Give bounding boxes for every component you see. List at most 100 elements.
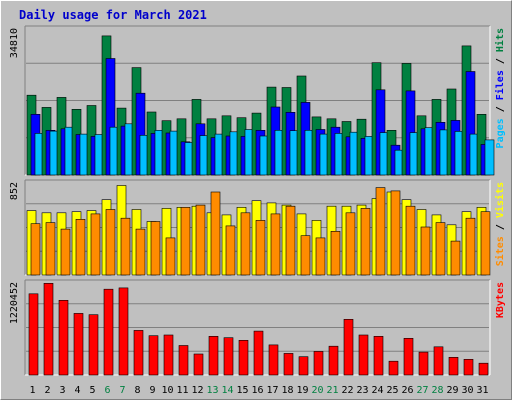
legend-label: Pages (495, 118, 506, 148)
bar-kbytes-day-16 (253, 330, 264, 376)
x-tick-label-day-7: 7 (119, 385, 125, 396)
x-tick-label-day-27: 27 (416, 385, 428, 396)
x-tick-label-day-19: 19 (296, 385, 308, 396)
legend-label: KBytes (495, 282, 506, 318)
bar-kbytes-day-8 (133, 330, 144, 376)
x-tick-label-day-16: 16 (251, 385, 263, 396)
bar-sites-day-22 (345, 212, 356, 276)
bar-sites-day-21 (330, 231, 341, 276)
bar-sites-day-8 (135, 228, 146, 276)
bar-sites-day-10 (165, 237, 176, 276)
x-tick-label-day-2: 2 (44, 385, 50, 396)
bar-kbytes-day-17 (268, 344, 279, 376)
bar-kbytes-day-24 (373, 335, 384, 376)
x-tick-label-day-20: 20 (311, 385, 323, 396)
bar-kbytes-day-22 (343, 318, 354, 376)
bar-sites-day-31 (480, 211, 491, 276)
legend-label: / (495, 218, 506, 236)
x-tick-label-day-31: 31 (476, 385, 488, 396)
x-tick-label-day-15: 15 (236, 385, 248, 396)
bar-kbytes-day-19 (298, 356, 309, 376)
bar-sites-day-26 (405, 205, 416, 276)
bar-sites-day-20 (315, 237, 326, 276)
bar-sites-day-30 (465, 217, 476, 276)
bar-kbytes-day-29 (448, 356, 459, 376)
legend-traffic: Pages / Files / Hits (494, 28, 506, 148)
bar-kbytes-day-20 (313, 351, 324, 376)
bar-kbytes-day-26 (403, 337, 414, 376)
bar-sites-day-18 (285, 205, 296, 276)
x-tick-label-day-25: 25 (386, 385, 398, 396)
bar-kbytes-day-25 (388, 360, 399, 376)
x-tick-label-day-1: 1 (29, 385, 35, 396)
bar-sites-day-23 (360, 208, 371, 276)
bar-sites-day-24 (375, 187, 386, 276)
bar-sites-day-15 (240, 212, 251, 276)
bar-sites-day-27 (420, 226, 431, 276)
bar-pages-day-31 (484, 139, 495, 176)
bar-kbytes-day-30 (463, 358, 474, 376)
bar-kbytes-day-5 (88, 314, 99, 376)
x-tick-label-day-26: 26 (401, 385, 413, 396)
bar-kbytes-day-6 (103, 288, 114, 376)
bar-kbytes-day-10 (163, 334, 174, 376)
axis-max-label: 1220452 (9, 282, 20, 324)
x-tick-label-day-24: 24 (371, 385, 383, 396)
bar-kbytes-day-14 (223, 337, 234, 376)
bar-sites-day-12 (195, 204, 206, 276)
legend-label: / (495, 52, 506, 70)
x-tick-label-day-18: 18 (281, 385, 293, 396)
legend-visits: Sites / Visits (494, 182, 506, 266)
x-tick-label-day-17: 17 (266, 385, 278, 396)
x-tick-label-day-3: 3 (59, 385, 65, 396)
bar-kbytes-day-15 (238, 339, 249, 376)
axis-max-label: 852 (9, 182, 20, 200)
bar-sites-day-1 (30, 223, 41, 276)
bar-kbytes-day-9 (148, 335, 159, 376)
x-tick-label-day-21: 21 (326, 385, 338, 396)
bar-kbytes-day-13 (208, 335, 219, 376)
panel-visits: 852 Sites / Visits (9, 179, 506, 276)
bar-kbytes-day-1 (28, 293, 39, 376)
bar-kbytes-day-12 (193, 353, 204, 376)
legend-label: / (495, 100, 506, 118)
bar-kbytes-day-18 (283, 353, 294, 376)
bar-sites-day-25 (390, 190, 401, 276)
bar-sites-day-4 (75, 219, 86, 276)
legend-label: Sites (494, 236, 506, 266)
x-tick-label-day-30: 30 (461, 385, 473, 396)
bar-sites-day-9 (150, 221, 161, 276)
bar-kbytes-day-3 (58, 299, 69, 376)
chart-title: Daily usage for March 2021 (19, 8, 207, 22)
x-tick-label-day-28: 28 (431, 385, 443, 396)
bar-kbytes-day-11 (178, 345, 189, 376)
legend-label: Hits (494, 28, 506, 52)
bar-sites-day-7 (120, 217, 131, 276)
x-tick-label-day-23: 23 (356, 385, 368, 396)
x-tick-label-day-12: 12 (191, 385, 203, 396)
bar-kbytes-day-28 (433, 346, 444, 376)
bar-kbytes-day-2 (43, 282, 54, 376)
bar-sites-day-19 (300, 235, 311, 276)
x-tick-label-day-13: 13 (206, 385, 218, 396)
bar-sites-day-5 (90, 213, 101, 276)
panel-traffic: 34810 Pages / Files / Hits (9, 25, 506, 176)
bar-sites-day-16 (255, 220, 266, 276)
axis-max-label: 34810 (9, 28, 20, 58)
bar-sites-day-28 (435, 222, 446, 276)
bar-kbytes-day-27 (418, 351, 429, 376)
x-tick-label-day-11: 11 (176, 385, 188, 396)
x-tick-label-day-22: 22 (341, 385, 353, 396)
bar-sites-day-14 (225, 225, 236, 276)
legend-label: Files (494, 70, 506, 100)
bar-sites-day-3 (60, 228, 71, 276)
bar-sites-day-11 (180, 207, 191, 276)
bar-sites-day-17 (270, 213, 281, 276)
x-tick-label-day-9: 9 (149, 385, 155, 396)
legend-label: Visits (494, 182, 506, 218)
bar-sites-day-13 (210, 191, 221, 276)
x-tick-label-day-5: 5 (89, 385, 95, 396)
x-tick-label-day-8: 8 (134, 385, 140, 396)
x-tick-label-day-10: 10 (161, 385, 173, 396)
